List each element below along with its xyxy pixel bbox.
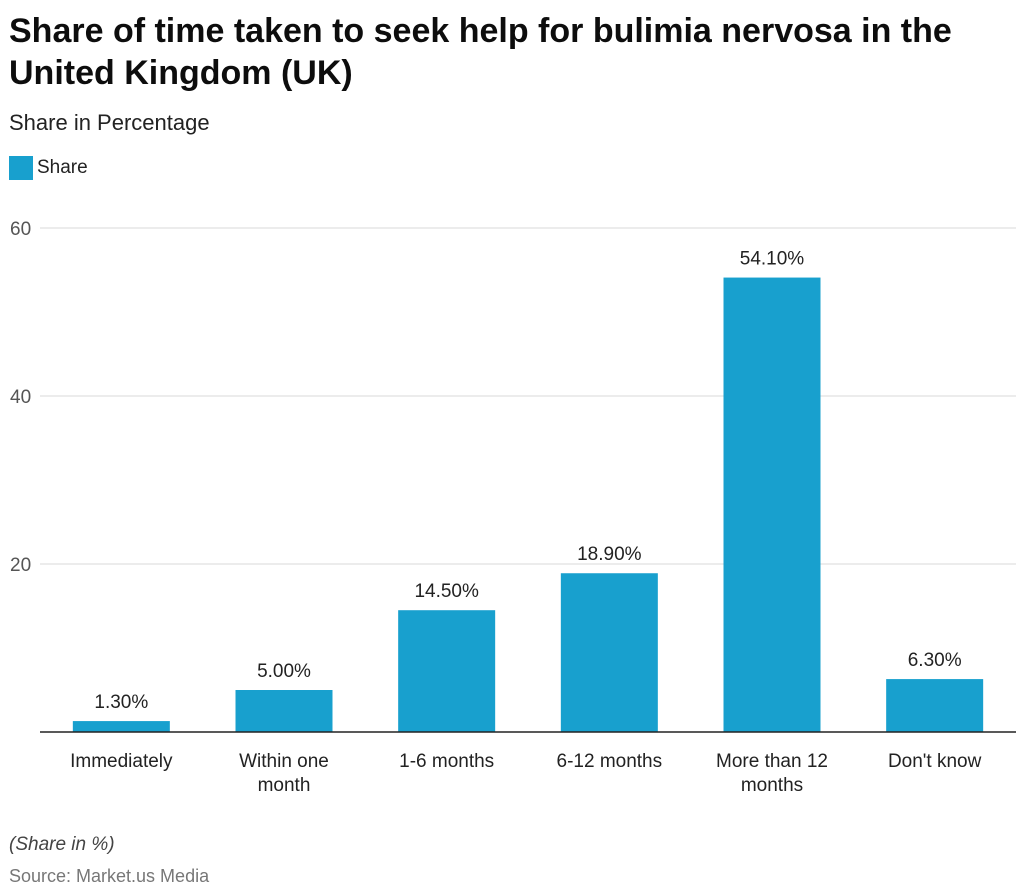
x-tick-label: Within one month	[239, 751, 329, 796]
chart-subtitle: Share in Percentage	[9, 110, 210, 135]
y-tick-label: 60	[10, 219, 31, 240]
data-label: 6.30%	[908, 650, 962, 671]
legend-swatch	[9, 156, 33, 180]
bar	[886, 679, 984, 732]
bar	[723, 277, 821, 732]
y-tick-label: 40	[10, 387, 31, 408]
footnote: (Share in %)	[9, 834, 115, 855]
legend: Share	[9, 156, 88, 180]
source-note: Source: Market.us Media	[9, 866, 210, 886]
data-label: 18.90%	[577, 544, 642, 565]
x-tick-label: Don't know	[888, 751, 982, 772]
bar	[398, 610, 496, 732]
bar	[235, 690, 333, 732]
legend-label-share: Share	[37, 157, 88, 178]
bar	[72, 721, 170, 732]
x-tick-label: 6-12 months	[557, 751, 663, 772]
x-tick-label: 1-6 months	[399, 751, 494, 772]
chart-title: Share of time taken to seek help for bul…	[9, 12, 952, 92]
data-label: 54.10%	[740, 249, 805, 270]
data-label: 14.50%	[414, 581, 479, 602]
y-tick-label: 20	[10, 555, 31, 576]
data-label: 1.30%	[94, 692, 148, 713]
bar	[560, 573, 658, 732]
data-label: 5.00%	[257, 661, 311, 682]
x-tick-label: More than 12 months	[716, 751, 828, 796]
x-tick-label: Immediately	[70, 751, 173, 772]
